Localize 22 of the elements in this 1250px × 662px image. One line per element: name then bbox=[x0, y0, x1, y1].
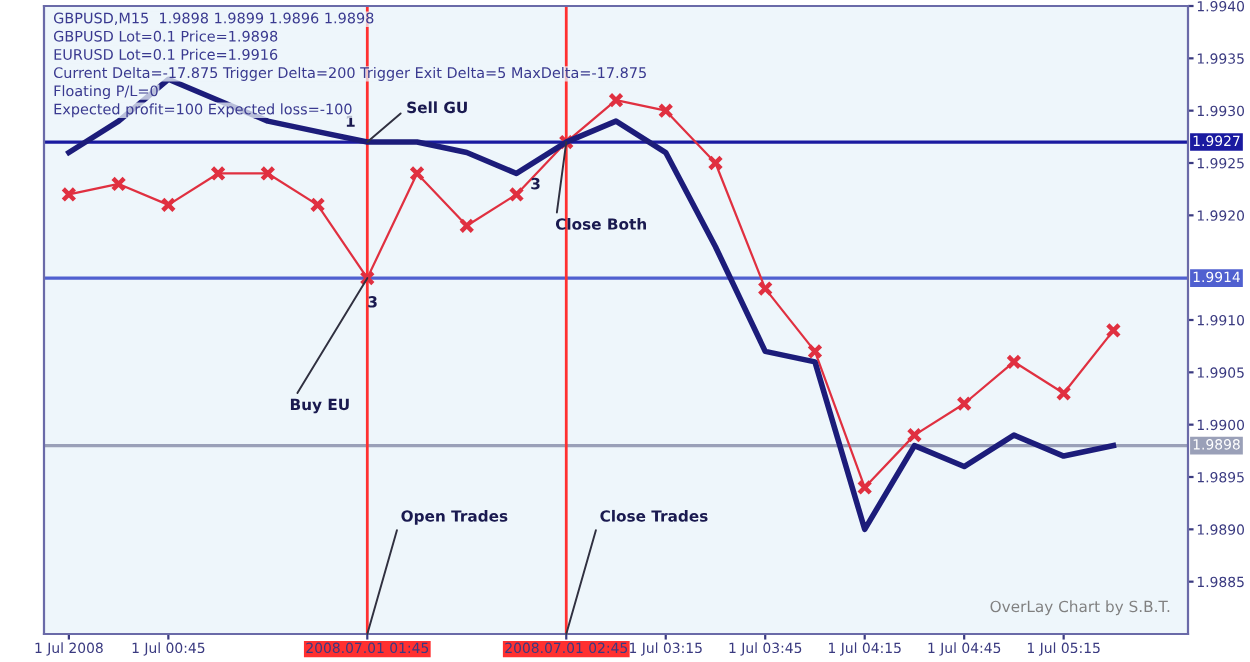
point bbox=[359, 270, 376, 286]
point bbox=[757, 280, 773, 297]
point bbox=[61, 186, 77, 203]
point bbox=[856, 479, 873, 496]
point bbox=[657, 102, 674, 119]
point bbox=[210, 165, 226, 182]
point bbox=[1105, 322, 1122, 339]
point bbox=[459, 218, 475, 234]
point bbox=[956, 395, 972, 412]
point bbox=[508, 186, 525, 203]
point bbox=[807, 343, 823, 360]
point bbox=[260, 165, 276, 182]
point bbox=[558, 134, 575, 150]
point bbox=[1055, 385, 1072, 402]
point bbox=[1006, 354, 1022, 370]
point bbox=[309, 197, 326, 213]
point bbox=[608, 92, 624, 108]
point bbox=[707, 155, 724, 171]
point bbox=[409, 165, 425, 182]
point bbox=[160, 197, 177, 213]
point bbox=[906, 427, 923, 443]
point bbox=[110, 176, 127, 192]
